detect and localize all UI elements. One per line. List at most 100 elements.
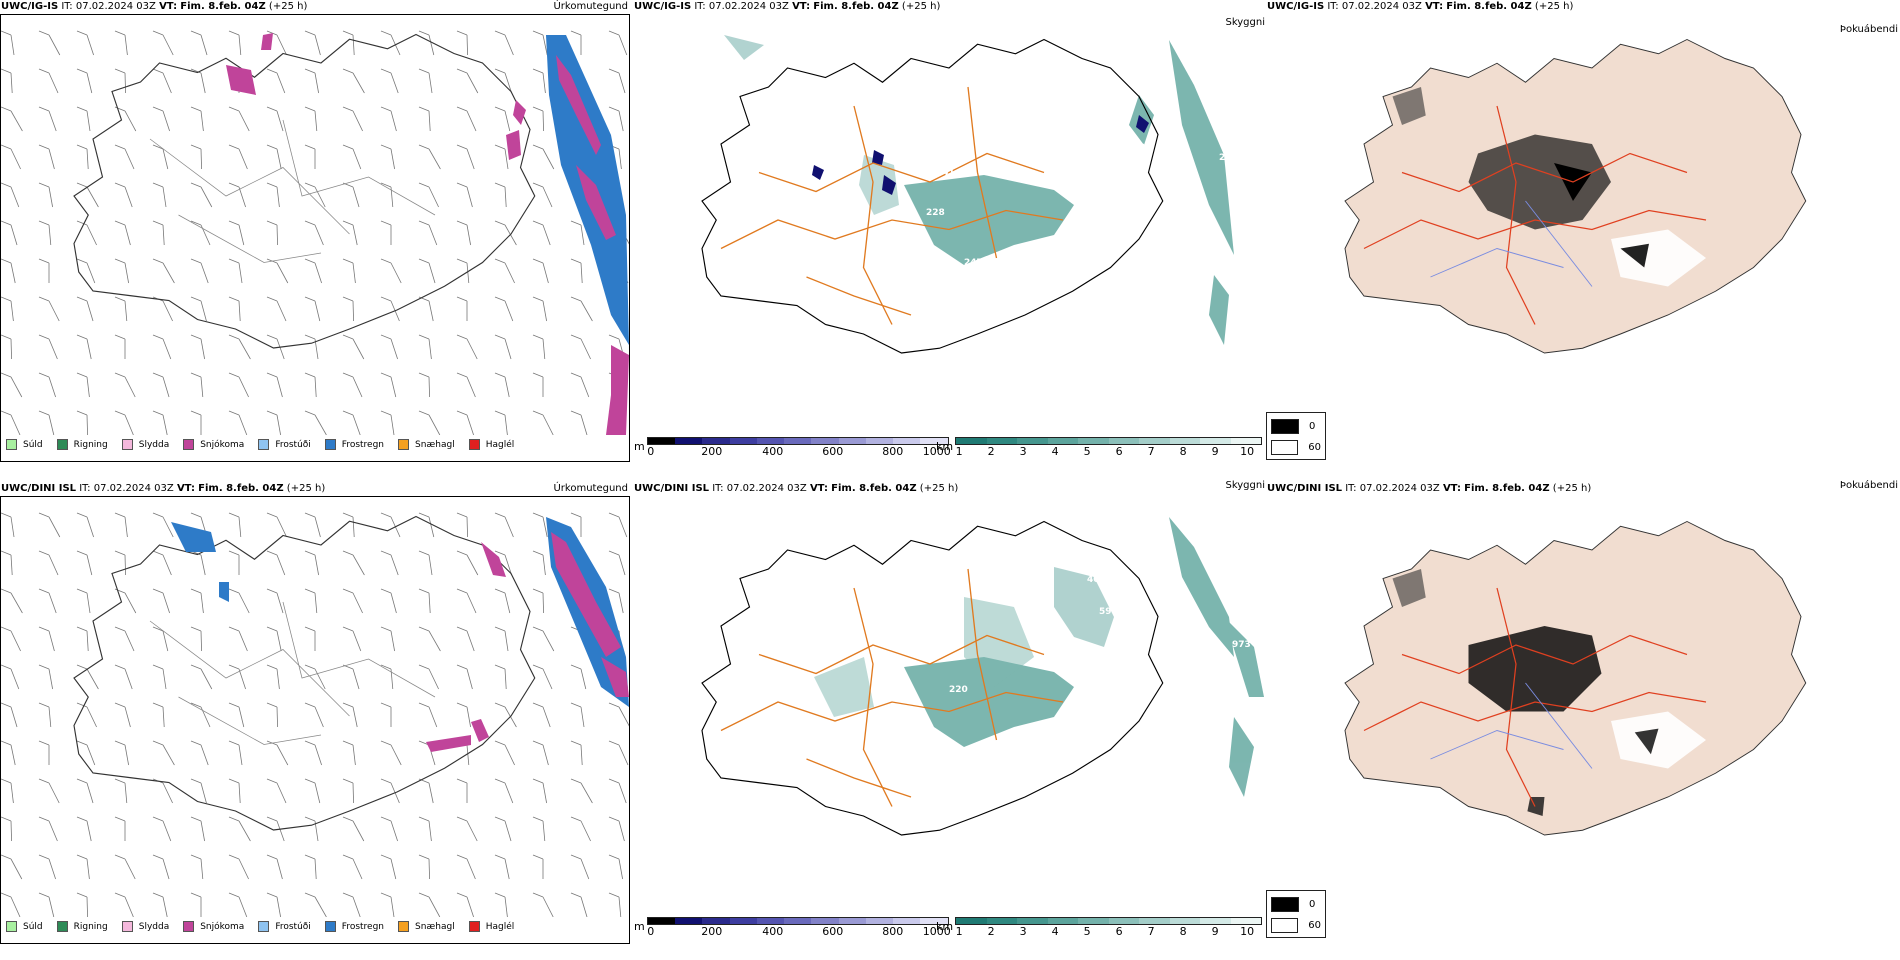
fog-swatch-dark (1271, 897, 1299, 912)
wind-barb (504, 630, 509, 652)
wind-barb (352, 744, 356, 766)
vis-ticks: 1 2 3 4 5 6 7 8 9 10 (955, 925, 1255, 938)
wind-barb (504, 744, 515, 766)
wind-barb-tick (304, 258, 316, 264)
legend-item-rigning: Rigning (56, 921, 108, 932)
wind-barb-tick (38, 816, 50, 822)
wind-barb-tick (494, 778, 506, 784)
wind-barb-tick (228, 740, 240, 746)
wind-barb-tick (380, 512, 392, 518)
legend-item-frostregn: Frostregn (324, 921, 384, 932)
wind-barb-tick (38, 334, 50, 340)
wind-barb-tick (190, 626, 202, 632)
wind-barb (428, 782, 434, 804)
wind-barb-tick (266, 144, 278, 150)
wind-barb-tick (304, 30, 316, 36)
wind-barb (238, 338, 251, 360)
wind-barb (10, 148, 21, 170)
wind-barb-tick (456, 258, 468, 264)
swatch (183, 439, 195, 450)
wind-barb-tick (76, 106, 88, 112)
wind-barb (542, 262, 549, 284)
legend-item-slydda: Slydda (121, 921, 169, 932)
wind-barb (580, 744, 583, 766)
fog-swatch-dark (1271, 419, 1299, 434)
wind-barb-tick (342, 740, 354, 746)
wind-barb-tick (418, 702, 430, 708)
wind-barb-tick (570, 258, 582, 264)
wind-barb-tick (114, 144, 126, 150)
wind-barb (162, 300, 173, 322)
wind-barb-tick (418, 334, 430, 340)
wind-barb-tick (304, 410, 316, 416)
wind-barb (428, 148, 441, 170)
wind-barb (466, 706, 471, 728)
wind-barb-tick (152, 334, 164, 340)
wind-barb-tick (532, 588, 544, 594)
wind-barb-tick (380, 296, 392, 302)
wind-barb (162, 186, 167, 208)
wind-barb-tick (114, 410, 126, 416)
wind-barb-tick (1, 30, 12, 36)
wind-barb (162, 34, 174, 56)
wind-barb-tick (570, 512, 582, 518)
wind-barb (200, 148, 202, 170)
wind-barb-tick (456, 30, 468, 36)
wind-barb-tick (304, 740, 316, 746)
wind-barb-tick (266, 664, 278, 670)
legend-item-rigning: Rigning (56, 439, 108, 450)
wind-barb (276, 592, 284, 614)
cloud-label: 973 (1232, 640, 1251, 650)
wind-barb-tick (380, 778, 392, 784)
wind-barb-tick (532, 106, 544, 112)
wind-barb-tick (380, 816, 392, 822)
wind-barb-tick (532, 258, 544, 264)
wind-barb (162, 72, 172, 94)
wind-barb-tick (190, 588, 202, 594)
wind-barb (10, 782, 14, 804)
wind-barb-tick (114, 258, 126, 264)
wind-barb (618, 706, 629, 727)
wind-barb-tick (228, 588, 240, 594)
wind-barb (580, 338, 591, 360)
wind-barb (580, 858, 590, 880)
wind-barb-tick (190, 372, 202, 378)
wind-barb-tick (494, 220, 506, 226)
wind-barb (618, 148, 622, 170)
cloud-label: 498 (1059, 640, 1078, 650)
wind-barb-tick (380, 144, 392, 150)
wind-barb (124, 110, 137, 132)
wind-barb (390, 858, 397, 880)
wind-barb-tick (532, 854, 544, 860)
wind-barb-tick (190, 144, 202, 150)
wind-barb-tick (304, 702, 316, 708)
wind-barb-tick (114, 588, 126, 594)
wind-barb (162, 782, 173, 804)
wind-barb-tick (456, 372, 468, 378)
wind-barb (428, 262, 436, 284)
wind-barb (238, 820, 251, 842)
wind-barb-tick (1, 144, 12, 150)
wind-barb-tick (494, 854, 506, 860)
wind-barb (86, 376, 90, 398)
wind-barb-tick (456, 68, 468, 74)
panel-header: UWC/IG-IS IT: 07.02.2024 03Z VT: Fim. 8.… (1, 1, 308, 12)
wind-barb (48, 338, 58, 360)
wind-barb (10, 630, 21, 652)
wind-barb-tick (152, 702, 164, 708)
wind-barb-tick (266, 334, 278, 340)
panel-title: Þokuábendi (1839, 480, 1898, 491)
wind-barb (352, 148, 362, 170)
wind-barb (276, 110, 284, 132)
ceiling-colorbar: m 0 200 400 600 800 1000 (634, 917, 951, 939)
wind-barb-tick (342, 410, 354, 416)
wind-barb-tick (456, 106, 468, 112)
panel-title: Skyggni (1225, 17, 1265, 28)
wind-barb-tick (532, 296, 544, 302)
fog-legend: 0 60 (1266, 890, 1326, 938)
wind-barb (314, 414, 327, 435)
wind-barb (276, 668, 280, 690)
wind-barb (390, 744, 402, 766)
wind-barb-tick (152, 588, 164, 594)
ceiling-colorbar: m 0 200 400 600 800 1000 (634, 437, 951, 459)
